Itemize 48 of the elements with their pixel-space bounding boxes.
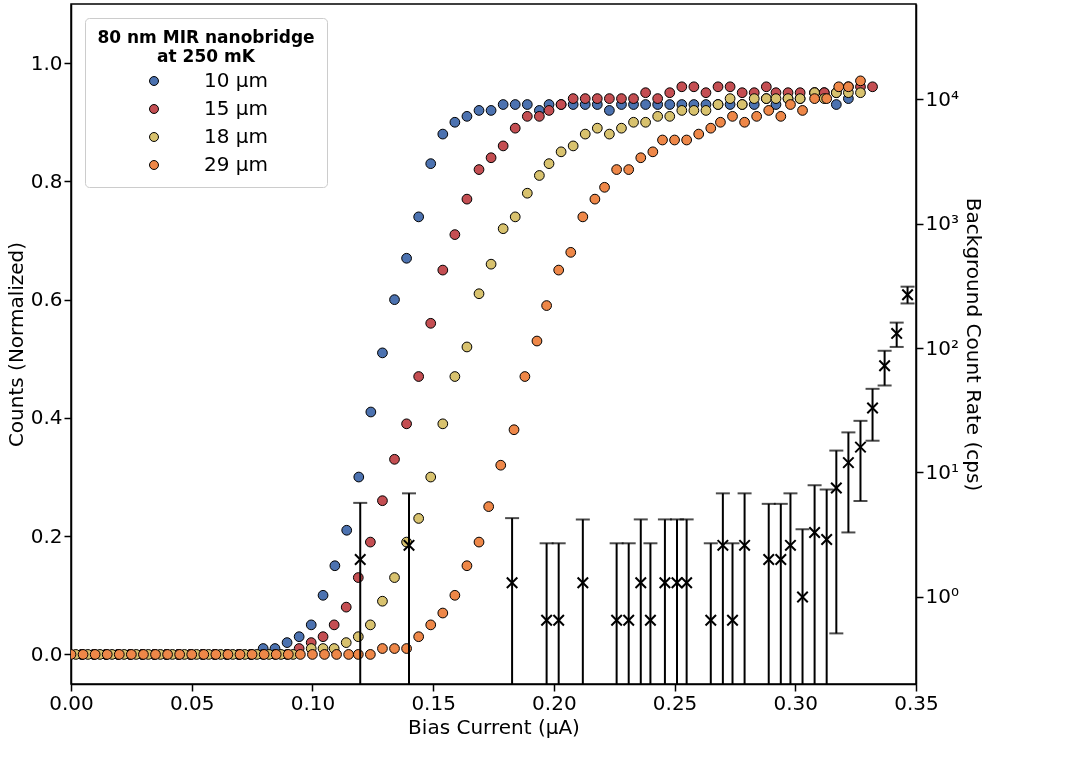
legend-title: 80 nm MIR nanobridge at 250 mK xyxy=(97,27,315,66)
legend-label: 29 μm xyxy=(204,152,269,176)
point xyxy=(854,440,867,454)
y2-tick-label: 10³ xyxy=(925,211,959,236)
point xyxy=(505,576,519,590)
point xyxy=(402,539,416,552)
point xyxy=(830,481,843,495)
point xyxy=(576,576,590,590)
x-axis-title: Bias Current (μA) xyxy=(408,714,580,739)
point xyxy=(796,590,809,604)
y2-tick-label: 10⁰ xyxy=(925,584,959,609)
point xyxy=(704,614,718,627)
y-tick-label: 0.4 xyxy=(30,405,63,430)
point xyxy=(820,533,833,546)
y2-tick-label: 10¹ xyxy=(925,460,959,484)
point xyxy=(726,614,739,627)
point xyxy=(901,288,914,301)
point xyxy=(890,327,903,340)
y-tick-label: 0.2 xyxy=(30,523,63,548)
point xyxy=(634,576,648,590)
point xyxy=(842,456,855,469)
x-tick-label: 0.00 xyxy=(49,690,94,715)
y-tick-label: 1.0 xyxy=(30,50,63,75)
point xyxy=(644,614,657,627)
legend-label: 10 μm xyxy=(204,68,269,92)
point xyxy=(784,539,797,552)
y2-tick-label: 10² xyxy=(925,335,959,360)
x-tick-label: 0.35 xyxy=(894,690,939,715)
point xyxy=(716,539,730,552)
x-tick-label: 0.30 xyxy=(773,690,819,715)
x-tick-label: 0.05 xyxy=(169,690,215,715)
legend-label: 15 μm xyxy=(204,96,269,120)
point xyxy=(738,539,751,552)
legend-label: 18 μm xyxy=(204,124,269,148)
point xyxy=(808,526,821,539)
point xyxy=(878,359,891,373)
x-tick-label: 0.20 xyxy=(532,690,577,715)
y2-axis-title: Background Count Rate (cps) xyxy=(961,197,986,492)
y-axis-title: Counts (Normalized) xyxy=(3,241,28,448)
y-tick-label: 0.6 xyxy=(30,287,63,312)
x-tick-label: 0.10 xyxy=(290,690,336,715)
y-tick-label: 0.0 xyxy=(30,641,63,666)
point xyxy=(353,553,367,566)
y2-tick-label: 10⁴ xyxy=(925,86,959,111)
point xyxy=(866,401,879,415)
x-tick-label: 0.25 xyxy=(652,690,698,715)
x-tick-label: 0.15 xyxy=(411,690,456,715)
y-tick-label: 0.8 xyxy=(30,168,63,193)
